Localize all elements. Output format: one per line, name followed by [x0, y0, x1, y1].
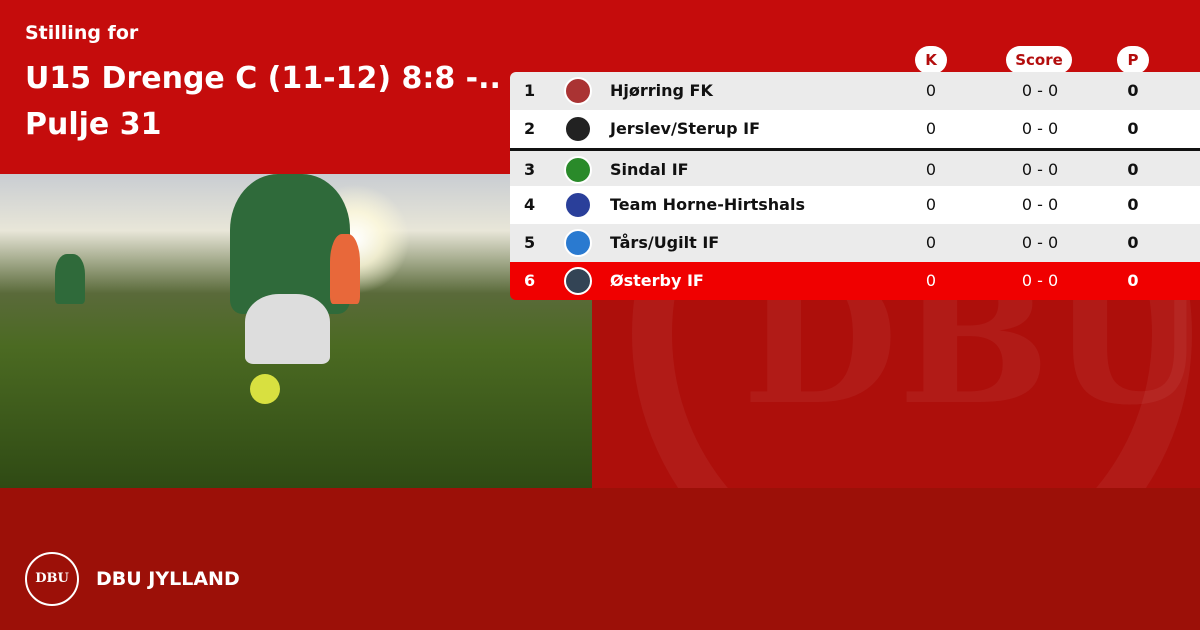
matches-played: 0 [925, 233, 937, 252]
team-logo-icon [564, 267, 592, 295]
team-name: Østerby IF [610, 271, 704, 290]
brand-name: DBU JYLLAND [96, 568, 240, 590]
points: 0 [1127, 119, 1139, 138]
table-row[interactable]: 4 Team Horne-Hirtshals 0 0 - 0 0 [510, 186, 1200, 224]
table-row[interactable]: 6 Østerby IF 0 0 - 0 0 [510, 262, 1200, 300]
team-name: Sindal IF [610, 160, 689, 179]
points: 0 [1127, 271, 1139, 290]
table-row[interactable]: 1 Hjørring FK 0 0 - 0 0 [510, 72, 1200, 110]
position: 3 [524, 160, 536, 179]
score: 0 - 0 [1021, 195, 1059, 214]
page-title: U15 Drenge C (11-12) 8:8 -.. Pulje 31 [25, 61, 501, 142]
position: 4 [524, 195, 536, 214]
matches-played: 0 [925, 81, 937, 100]
team-logo-icon [564, 77, 592, 105]
matches-played: 0 [925, 271, 937, 290]
team-logo-icon [564, 156, 592, 184]
points: 0 [1127, 81, 1139, 100]
football-photo [0, 174, 592, 488]
team-name: Team Horne-Hirtshals [610, 195, 805, 214]
table-row[interactable]: 5 Tårs/Ugilt IF 0 0 - 0 0 [510, 224, 1200, 262]
position: 6 [524, 271, 536, 290]
points: 0 [1127, 160, 1139, 179]
team-name: Jerslev/Sterup IF [610, 119, 761, 138]
score: 0 - 0 [1021, 160, 1059, 179]
team-logo-icon [564, 115, 592, 143]
position: 1 [524, 81, 536, 100]
dbu-logo: DBU [25, 552, 79, 606]
team-logo-icon [564, 229, 592, 257]
matches-played: 0 [925, 160, 937, 179]
score: 0 - 0 [1021, 119, 1059, 138]
column-header-score: Score [1006, 46, 1072, 74]
team-name: Hjørring FK [610, 81, 713, 100]
header-label: Stilling for [25, 22, 139, 44]
table-row[interactable]: 2 Jerslev/Sterup IF 0 0 - 0 0 [510, 110, 1200, 148]
table-row[interactable]: 3 Sindal IF 0 0 - 0 0 [510, 148, 1200, 186]
position: 2 [524, 119, 536, 138]
score: 0 - 0 [1021, 81, 1059, 100]
score: 0 - 0 [1021, 271, 1059, 290]
column-header-p: P [1117, 46, 1149, 74]
score: 0 - 0 [1021, 233, 1059, 252]
team-name: Tårs/Ugilt IF [610, 233, 720, 252]
points: 0 [1127, 233, 1139, 252]
column-header-k: K [915, 46, 947, 74]
matches-played: 0 [925, 119, 937, 138]
team-logo-icon [564, 191, 592, 219]
matches-played: 0 [925, 195, 937, 214]
position: 5 [524, 233, 536, 252]
points: 0 [1127, 195, 1139, 214]
